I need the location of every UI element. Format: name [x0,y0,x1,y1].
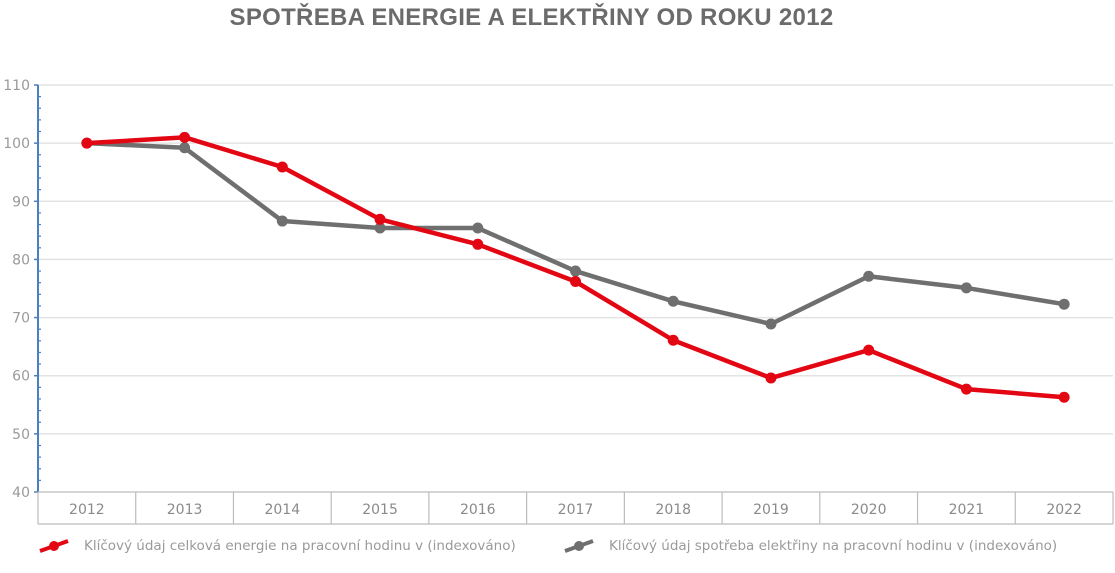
legend-item-energy[interactable]: Klíčový údaj celková energie na pracovní… [38,538,516,554]
x-axis: 2012 2013 2014 2015 2016 2017 2018 2019 2020 2021… [37,491,1114,525]
data-point[interactable] [863,270,875,282]
chart-title: SPOTŘEBA ENERGIE A ELEKTŘINY OD ROKU 201… [229,4,834,31]
y-tick-label: 110 [3,78,30,94]
data-point[interactable] [276,161,288,173]
series-line [84,140,1067,327]
y-axis: 40 50 60 70 80 90 100 110 [3,78,41,501]
x-tick-label: 2014 [264,502,300,518]
gridlines [38,84,1113,435]
data-point[interactable] [374,213,386,225]
data-point[interactable] [863,344,875,356]
data-point[interactable] [765,318,777,330]
data-point[interactable] [570,276,581,288]
legend-item-electricity[interactable]: Klíčový údaj spotřeba elektřiny na praco… [563,538,1057,554]
legend-label-electricity: Klíčový údaj spotřeba elektřiny na praco… [609,538,1058,554]
x-tick-label: 2022 [1046,502,1082,518]
x-tick-label: 2016 [460,502,496,518]
series-energy [81,131,1070,403]
x-tick-label: 2019 [753,502,789,518]
x-tick-label: 2018 [655,502,691,518]
y-tick-label: 50 [12,427,30,443]
y-tick-label: 40 [12,485,30,501]
data-point[interactable] [472,238,484,250]
data-point[interactable] [765,372,777,384]
x-tick-label: 2017 [558,502,594,518]
data-point[interactable] [960,282,972,294]
y-tick-label: 60 [12,369,30,385]
legend-label-energy: Klíčový údaj celková energie na pracovní… [84,538,516,554]
data-point[interactable] [667,334,679,346]
x-tick-label: 2021 [949,502,985,518]
y-tick-label: 90 [12,194,30,210]
x-tick-label: 2015 [362,502,398,518]
data-point[interactable] [1058,391,1070,403]
data-point[interactable] [374,222,386,234]
x-tick-label: 2020 [851,502,887,518]
data-point[interactable] [179,142,191,154]
data-point[interactable] [81,137,93,149]
x-tick-label: 2013 [167,502,203,518]
data-point[interactable] [1058,298,1070,310]
data-point[interactable] [276,215,288,227]
y-tick-label: 70 [12,311,30,327]
y-tick-label: 80 [12,252,30,268]
series-electricity [81,137,1070,330]
legend-marker-electricity-icon [564,539,594,553]
legend-marker-energy-icon [39,539,69,553]
series-lines [81,131,1070,403]
data-point[interactable] [179,131,191,143]
data-point[interactable] [570,265,581,277]
data-point[interactable] [667,295,679,307]
y-tick-label: 100 [3,136,30,152]
data-point[interactable] [960,383,972,395]
x-tick-label: 2012 [69,502,105,518]
data-point[interactable] [472,222,484,234]
